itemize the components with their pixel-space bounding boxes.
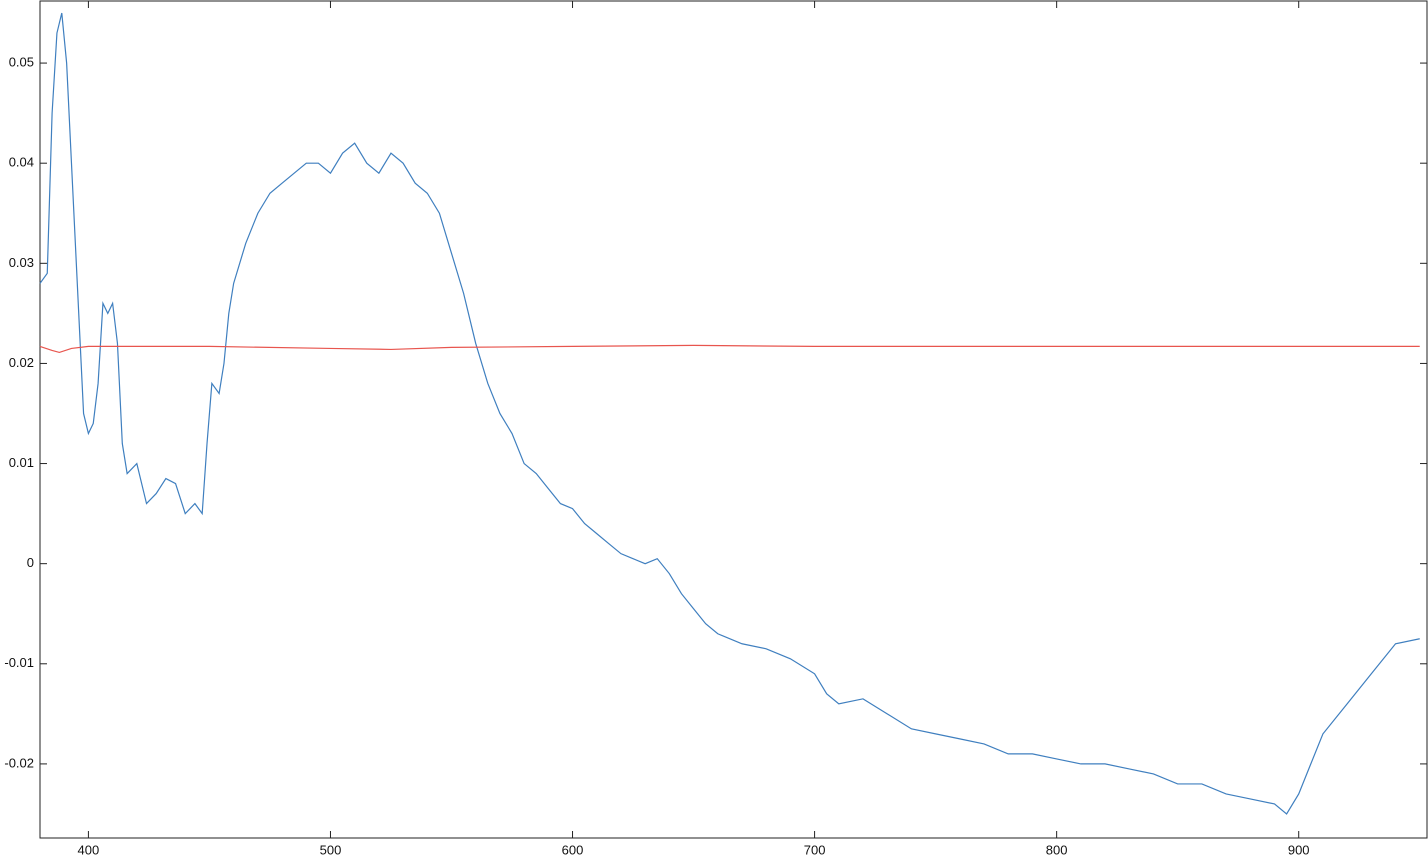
x-tick-label: 700 [804,842,826,857]
y-tick-label: -0.01 [4,655,34,670]
y-tick-label: 0 [27,555,34,570]
x-tick-label: 600 [562,842,584,857]
y-tick-label: 0.05 [9,55,34,70]
y-tick-label: 0.04 [9,155,34,170]
y-tick-label: -0.02 [4,755,34,770]
x-tick-label: 500 [320,842,342,857]
series-line [39,344,1420,354]
y-tick-label: 0.01 [9,455,34,470]
x-tick-label: 800 [1046,842,1068,857]
x-tick-label: 900 [1288,842,1310,857]
y-tick-label: 0.02 [9,355,34,370]
x-tick-label: 400 [78,842,100,857]
plot-frame [39,0,1428,839]
y-tick-label: 0.03 [9,255,34,270]
series-line [39,12,1420,815]
